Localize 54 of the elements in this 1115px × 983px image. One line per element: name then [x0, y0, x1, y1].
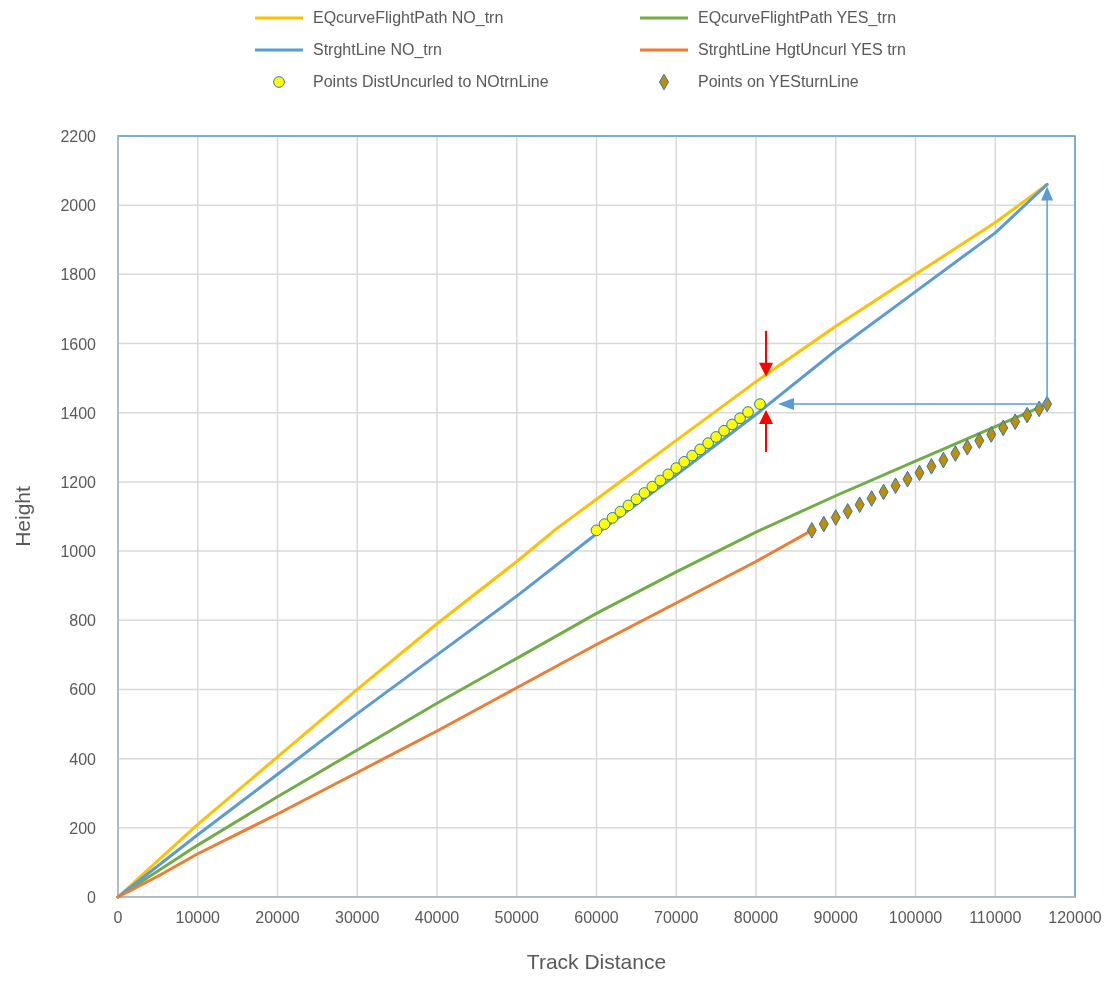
x-tick-label: 50000 — [494, 909, 540, 926]
point — [734, 412, 746, 425]
y-tick-label: 2000 — [60, 197, 97, 215]
point — [622, 499, 635, 512]
x-tick-label: 90000 — [813, 909, 859, 926]
x-tick-label: 0 — [113, 909, 123, 926]
point — [606, 512, 619, 524]
x-tick-label: 40000 — [414, 909, 460, 926]
point — [710, 431, 722, 443]
point — [646, 480, 659, 493]
y-axis-title: Height — [11, 485, 34, 547]
y-tick-label: 1600 — [60, 335, 97, 353]
point — [590, 524, 603, 537]
legend-label: EQcurveFlightPath YES_trn — [698, 9, 897, 27]
legend-label: Points DistUncurled to NOtrnLine — [313, 73, 549, 90]
y-tick-label: 200 — [69, 819, 97, 837]
point — [662, 468, 675, 481]
point — [678, 456, 691, 468]
y-tick-label: 1200 — [60, 473, 97, 491]
legend-label: Points on YESturnLine — [698, 73, 859, 90]
y-tick-label: 400 — [69, 750, 97, 768]
y-tick-label: 0 — [87, 889, 97, 906]
y-tick-label: 2200 — [60, 128, 97, 145]
legend-label: StrghtLine HgtUncurl YES trn — [698, 41, 906, 58]
point — [726, 418, 738, 431]
point — [702, 437, 714, 450]
point — [754, 398, 766, 410]
x-tick-label: 80000 — [733, 909, 779, 926]
x-tick-label: 20000 — [255, 909, 300, 926]
legend-label: StrghtLine NO_trn — [313, 41, 442, 59]
y-tick-label: 600 — [69, 681, 97, 699]
y-tick-label: 800 — [69, 612, 97, 630]
point — [630, 493, 643, 506]
point — [694, 443, 707, 456]
point — [654, 474, 667, 487]
x-tick-label: 60000 — [574, 909, 619, 926]
point — [638, 487, 651, 499]
x-axis-title: Track Distance — [526, 950, 667, 973]
y-tick-label: 1400 — [60, 404, 97, 422]
y-tick-label: 1800 — [60, 266, 97, 284]
x-tick-label: 110000 — [969, 909, 1022, 926]
x-tick-label: 10000 — [175, 909, 221, 926]
point — [598, 518, 611, 530]
point — [670, 462, 683, 474]
point — [614, 505, 627, 518]
x-tick-label: 120000 — [1048, 909, 1102, 926]
y-tick-label: 1000 — [60, 543, 97, 561]
x-tick-label: 30000 — [335, 909, 380, 926]
x-tick-label: 70000 — [654, 909, 699, 926]
x-tick-label: 100000 — [888, 909, 943, 926]
point — [686, 449, 699, 462]
legend-label: EQcurveFlightPath NO_trn — [313, 9, 504, 27]
point — [742, 406, 754, 418]
point — [718, 424, 730, 437]
